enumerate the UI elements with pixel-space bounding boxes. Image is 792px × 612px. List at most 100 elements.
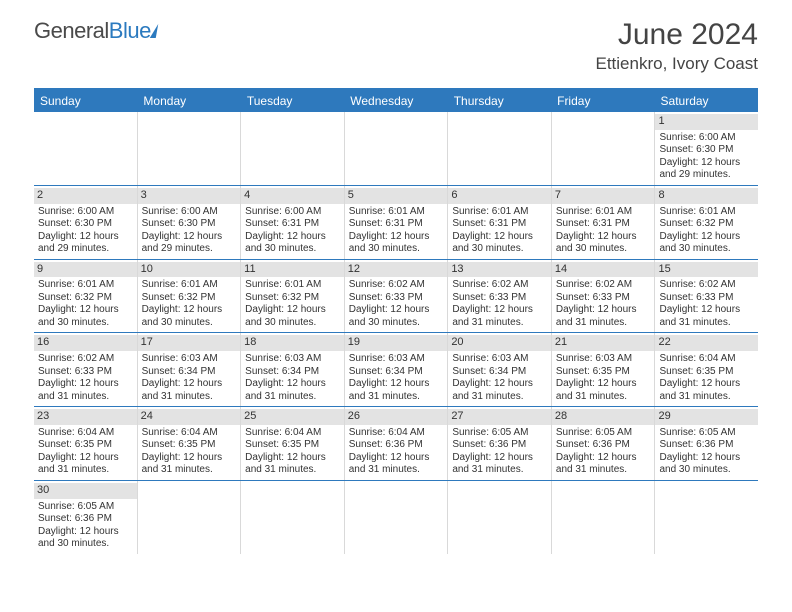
day-number: 19 (345, 335, 448, 351)
day-detail: Sunset: 6:33 PM (659, 292, 754, 305)
day-detail: Daylight: 12 hours (349, 231, 444, 244)
day-cell: 17Sunrise: 6:03 AMSunset: 6:34 PMDayligh… (138, 333, 242, 406)
day-detail: Sunset: 6:36 PM (556, 439, 651, 452)
day-cell: 19Sunrise: 6:03 AMSunset: 6:34 PMDayligh… (345, 333, 449, 406)
day-cell: 16 Sunrise: 6:02 AMSunset: 6:33 PMDayligh… (34, 333, 138, 406)
day-detail: Sunrise: 6:01 AM (38, 279, 133, 292)
day-detail: Daylight: 12 hours (38, 231, 133, 244)
day-number: 16 (34, 335, 137, 351)
day-detail: and 31 minutes. (556, 391, 651, 404)
day-detail: Daylight: 12 hours (349, 304, 444, 317)
day-detail: Daylight: 12 hours (452, 378, 547, 391)
day-number: 21 (552, 335, 655, 351)
weekday-monday: Monday (137, 90, 240, 112)
day-detail: Sunrise: 6:05 AM (38, 501, 133, 514)
day-detail: Sunset: 6:34 PM (142, 366, 237, 379)
day-number: 14 (552, 262, 655, 278)
weekday-friday: Friday (551, 90, 654, 112)
day-cell: 11Sunrise: 6:01 AMSunset: 6:32 PMDayligh… (241, 260, 345, 333)
day-detail: Sunrise: 6:02 AM (659, 279, 754, 292)
day-detail: Sunset: 6:35 PM (556, 366, 651, 379)
weekday-sunday: Sunday (34, 90, 137, 112)
day-number: 4 (241, 188, 344, 204)
day-detail: Daylight: 12 hours (142, 304, 237, 317)
day-detail: and 30 minutes. (556, 243, 651, 256)
day-detail: Daylight: 12 hours (659, 231, 754, 244)
day-number: 3 (138, 188, 241, 204)
day-detail: Sunrise: 6:01 AM (659, 206, 754, 219)
day-detail: and 31 minutes. (452, 391, 547, 404)
day-detail: and 29 minutes. (38, 243, 133, 256)
day-detail: Daylight: 12 hours (38, 526, 133, 539)
weekday-thursday: Thursday (448, 90, 551, 112)
day-detail: Daylight: 12 hours (556, 378, 651, 391)
day-number: 6 (448, 188, 551, 204)
day-detail: and 30 minutes. (38, 538, 133, 551)
day-number: 22 (655, 335, 758, 351)
day-detail: Sunrise: 6:02 AM (349, 279, 444, 292)
day-detail: and 31 minutes. (452, 464, 547, 477)
week-row: 30Sunrise: 6:05 AMSunset: 6:36 PMDayligh… (34, 481, 758, 554)
day-number: 28 (552, 409, 655, 425)
week-row: 16Sunrise: 6:02 AMSunset: 6:33 PMDayligh… (34, 333, 758, 407)
day-cell: 18Sunrise: 6:03 AMSunset: 6:34 PMDayligh… (241, 333, 345, 406)
day-detail: and 31 minutes. (659, 391, 754, 404)
day-detail: Sunrise: 6:04 AM (38, 427, 133, 440)
day-detail: Sunset: 6:36 PM (349, 439, 444, 452)
day-detail: and 30 minutes. (659, 243, 754, 256)
day-detail: Daylight: 12 hours (38, 378, 133, 391)
day-detail: Daylight: 12 hours (452, 304, 547, 317)
day-detail: Daylight: 12 hours (452, 452, 547, 465)
day-detail: Sunset: 6:30 PM (142, 218, 237, 231)
day-number: 20 (448, 335, 551, 351)
day-number: 17 (138, 335, 241, 351)
day-detail: Daylight: 12 hours (452, 231, 547, 244)
day-detail: and 30 minutes. (349, 317, 444, 330)
header: GeneralBlue June 2024 Ettienkro, Ivory C… (0, 0, 792, 82)
day-cell-empty (241, 112, 345, 185)
day-detail: and 31 minutes. (659, 317, 754, 330)
day-detail: Sunset: 6:32 PM (142, 292, 237, 305)
logo-triangle-icon (150, 24, 158, 38)
day-detail: Daylight: 12 hours (245, 231, 340, 244)
day-cell: 5 Sunrise: 6:01 AMSunset: 6:31 PMDaylight… (345, 186, 449, 259)
day-detail: Daylight: 12 hours (349, 452, 444, 465)
day-number: 9 (34, 262, 137, 278)
day-detail: Sunset: 6:31 PM (349, 218, 444, 231)
week-row: 9Sunrise: 6:01 AMSunset: 6:32 PMDaylight… (34, 260, 758, 334)
day-number: 29 (655, 409, 758, 425)
day-detail: Sunset: 6:34 PM (349, 366, 444, 379)
day-cell-empty (34, 112, 138, 185)
day-detail: Sunset: 6:32 PM (245, 292, 340, 305)
day-detail: Sunset: 6:34 PM (245, 366, 340, 379)
day-number: 5 (345, 188, 448, 204)
day-cell-empty (448, 112, 552, 185)
day-detail: Sunset: 6:33 PM (38, 366, 133, 379)
day-detail: Sunrise: 6:01 AM (349, 206, 444, 219)
day-number: 23 (34, 409, 137, 425)
day-detail: Sunrise: 6:03 AM (142, 353, 237, 366)
day-cell: 24Sunrise: 6:04 AMSunset: 6:35 PMDayligh… (138, 407, 242, 480)
day-detail: and 30 minutes. (349, 243, 444, 256)
day-detail: and 31 minutes. (38, 464, 133, 477)
day-cell: 1Sunrise: 6:00 AMSunset: 6:30 PMDaylight… (655, 112, 758, 185)
day-cell: 28Sunrise: 6:05 AMSunset: 6:36 PMDayligh… (552, 407, 656, 480)
day-detail: Daylight: 12 hours (659, 304, 754, 317)
day-detail: Sunrise: 6:05 AM (556, 427, 651, 440)
day-number: 11 (241, 262, 344, 278)
day-detail: Sunset: 6:30 PM (659, 144, 754, 157)
location: Ettienkro, Ivory Coast (595, 54, 758, 74)
day-detail: Sunset: 6:31 PM (556, 218, 651, 231)
day-detail: Sunset: 6:36 PM (659, 439, 754, 452)
day-detail: Sunrise: 6:03 AM (452, 353, 547, 366)
day-detail: Daylight: 12 hours (245, 304, 340, 317)
day-detail: Sunset: 6:36 PM (38, 513, 133, 526)
day-detail: Sunrise: 6:02 AM (38, 353, 133, 366)
day-cell: 3Sunrise: 6:00 AMSunset: 6:30 PMDaylight… (138, 186, 242, 259)
day-cell: 7Sunrise: 6:01 AMSunset: 6:31 PMDaylight… (552, 186, 656, 259)
day-detail: Daylight: 12 hours (142, 231, 237, 244)
day-cell-empty (448, 481, 552, 554)
day-detail: Sunrise: 6:00 AM (38, 206, 133, 219)
day-detail: and 31 minutes. (556, 464, 651, 477)
day-cell: 4Sunrise: 6:00 AMSunset: 6:31 PMDaylight… (241, 186, 345, 259)
